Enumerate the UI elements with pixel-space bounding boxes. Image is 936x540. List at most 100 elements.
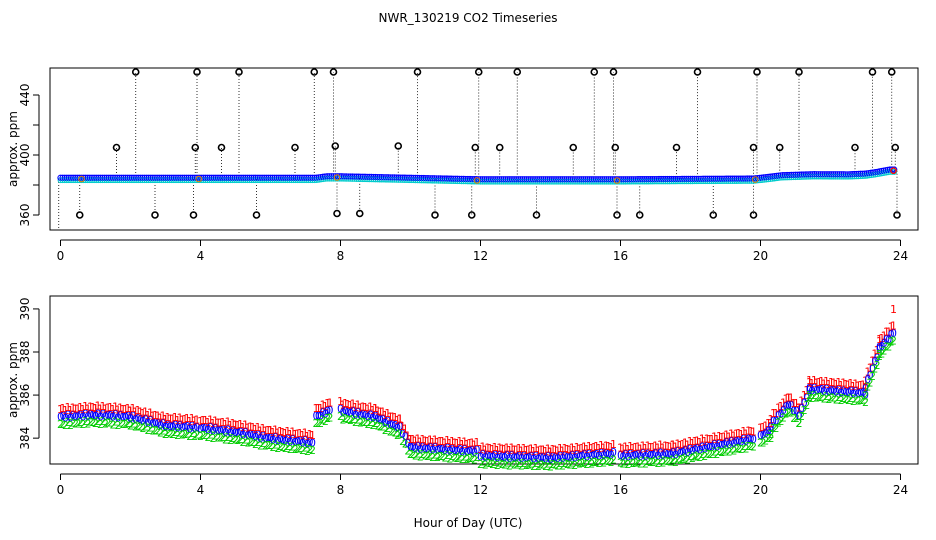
series-0-point: 0	[110, 411, 117, 424]
series-2-point: 2	[197, 430, 204, 443]
series-0-point: 0	[857, 387, 864, 400]
series-0-point: 0	[262, 432, 269, 445]
series-0-point: 0	[117, 409, 124, 422]
spike-point	[613, 211, 621, 219]
series-1-point: 1	[843, 378, 850, 391]
series-1-point: 1	[477, 443, 484, 456]
spike-point	[693, 68, 702, 76]
series-2-point: 2	[82, 415, 89, 428]
series-1-point: 1	[427, 433, 434, 446]
spike-point	[868, 68, 877, 76]
series-1-point: 1	[469, 437, 476, 450]
series-0-point: 0	[847, 385, 854, 398]
series-2-point: 2	[269, 441, 276, 454]
series-0-point: 0	[874, 351, 881, 364]
series-2-point: 2	[487, 457, 494, 470]
series-0-point: 0	[342, 404, 349, 417]
spike-point	[151, 211, 159, 219]
series-1-point: 1	[857, 379, 864, 392]
series-1-point: 1	[855, 380, 862, 393]
series-0-point: 0	[630, 450, 637, 463]
series-0-point: 0	[127, 412, 134, 425]
series-0-point: 0	[260, 429, 267, 442]
series-1-point: 1	[164, 411, 171, 424]
series-2-point: 2	[347, 414, 354, 427]
series-0-point: 0	[632, 449, 639, 462]
series-1-point: 1	[803, 384, 810, 397]
series-1-point: 1	[632, 441, 639, 454]
series-2-point: 2	[525, 458, 532, 471]
series-1-point: 1	[528, 443, 535, 456]
series-2-point: 2	[704, 448, 711, 461]
series-2-point: 2	[374, 420, 381, 433]
series-0-point: 0	[162, 421, 169, 434]
series-1-point: 1	[309, 429, 316, 442]
series-1-point: 1	[105, 402, 112, 415]
series-0-point: 0	[591, 448, 598, 461]
series-2-point: 2	[508, 457, 515, 470]
series-1-point: 1	[365, 403, 372, 416]
series-1-point: 1	[397, 412, 404, 425]
series-2-point: 2	[689, 452, 696, 465]
series-2-point: 2	[637, 457, 644, 470]
series-0-point: 0	[743, 435, 750, 448]
series-0-point: 0	[811, 382, 818, 395]
series-0-point: 0	[382, 416, 389, 429]
series-0-point: 0	[372, 409, 379, 422]
series-2-point: 2	[419, 448, 426, 461]
series-1-point: 1	[237, 418, 244, 431]
series-0-point: 0	[796, 409, 803, 422]
series-2-point: 2	[404, 444, 411, 457]
series-0-point: 0	[444, 442, 451, 455]
series-0-point: 0	[399, 428, 406, 441]
series-1-point: 1	[785, 392, 792, 405]
series-2-point: 2	[674, 453, 681, 466]
series-2-point: 2	[655, 457, 662, 470]
series-1-point: 1	[549, 443, 556, 456]
series-2-point: 2	[635, 456, 642, 469]
series-1-point: 1	[835, 376, 842, 389]
series-1-point: 1	[642, 442, 649, 455]
series-1-point: 1	[372, 402, 379, 415]
series-0-point: 0	[813, 384, 820, 397]
series-2-point: 2	[706, 448, 713, 461]
series-1-point: 1	[491, 441, 498, 454]
series-2-point: 2	[449, 450, 456, 463]
series-0-point: 0	[297, 435, 304, 448]
series-2-point: 2	[235, 434, 242, 447]
series-2-point: 2	[292, 443, 299, 456]
series-1-point: 1	[581, 441, 588, 454]
series-1-point: 1	[489, 443, 496, 456]
series-0-point: 0	[95, 407, 102, 420]
series-0-point: 0	[250, 429, 257, 442]
series-0-point: 0	[665, 447, 672, 460]
series-0-point: 0	[783, 400, 790, 413]
series-1-point: 1	[699, 433, 706, 446]
series-0-point: 0	[302, 434, 309, 447]
series-1-point: 1	[297, 427, 304, 440]
series-1-point: 1	[511, 443, 518, 456]
series-2-point: 2	[245, 437, 252, 450]
series-2-point: 2	[345, 413, 352, 426]
series-1-point: 1	[220, 416, 227, 429]
series-0-point: 0	[230, 424, 237, 437]
series-2-point: 2	[845, 394, 852, 407]
series-1-point: 1	[397, 412, 404, 425]
series-2-point: 2	[547, 460, 554, 473]
series-1-point: 1	[269, 426, 276, 439]
series-1-point: 1	[92, 402, 99, 415]
series-1-point: 1	[660, 441, 667, 454]
series-1-point: 1	[576, 443, 583, 456]
series-0-point: 0	[152, 417, 159, 430]
series-2-point: 2	[313, 417, 320, 430]
series-2-point: 2	[860, 393, 867, 406]
series-2-point: 2	[679, 453, 686, 466]
series-1-point: 1	[80, 403, 87, 416]
spike-point	[851, 143, 859, 152]
series-1-point: 1	[350, 398, 357, 411]
series-1-point: 1	[232, 418, 239, 431]
series-2-point: 2	[387, 426, 394, 439]
series-1-point: 1	[709, 433, 716, 446]
series-2-point: 2	[867, 377, 874, 390]
series-0-point: 0	[466, 444, 473, 457]
